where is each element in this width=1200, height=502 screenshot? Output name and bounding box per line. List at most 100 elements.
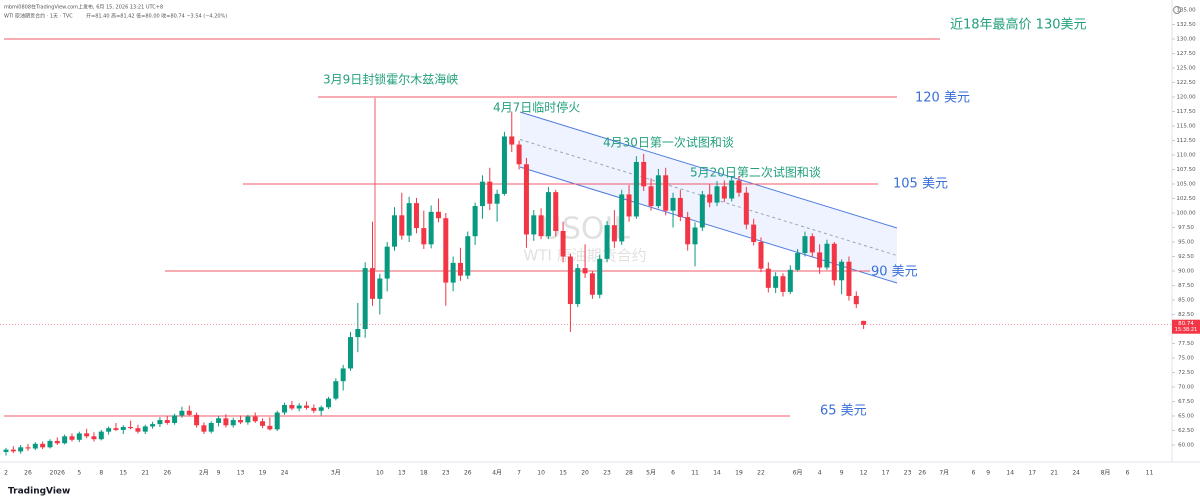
candle-body — [707, 194, 713, 203]
candle-body — [304, 405, 310, 408]
candle-body — [553, 192, 559, 231]
y-tick-label: 102.50 — [1176, 196, 1196, 202]
candle-body — [809, 236, 815, 253]
level-label: 105 美元 — [893, 177, 948, 192]
candle-body — [509, 136, 515, 145]
y-tick-label: 122.50 — [1176, 80, 1196, 86]
candle-body — [582, 268, 588, 274]
candle-body — [377, 278, 383, 299]
y-tick-label: 90.00 — [1178, 269, 1194, 275]
candle-body — [802, 236, 808, 254]
x-tick-label: 18 — [420, 470, 428, 477]
level-label: 近18年最高价 130美元 — [950, 17, 1087, 33]
candle-body — [531, 215, 537, 235]
x-tick-label: 6 — [972, 470, 976, 477]
candle-body — [824, 243, 830, 268]
candle-body — [150, 424, 156, 427]
level-label: 65 美元 — [820, 404, 867, 419]
x-tick-label: 17 — [1028, 470, 1036, 477]
x-tick-label: 9 — [840, 470, 844, 477]
candle-body — [135, 428, 141, 432]
candle-body — [25, 447, 31, 449]
x-tick-label: 26 — [464, 470, 472, 477]
x-tick-label: 11 — [691, 470, 699, 477]
candle-body — [384, 246, 390, 279]
candle-body — [10, 449, 16, 452]
published-note: mbmi0808在TradingView.com上发布, 6月 15, 2026… — [4, 4, 163, 11]
x-tick-label: 12 — [860, 470, 868, 477]
candle-body — [795, 253, 801, 270]
candle-body — [106, 428, 112, 432]
candle-body — [501, 136, 507, 194]
y-tick-label: 72.50 — [1178, 370, 1194, 376]
x-tick-label: 13 — [398, 470, 406, 477]
candle-body — [32, 443, 38, 449]
y-tick-label: 135.00 — [1176, 8, 1196, 14]
candle-body — [318, 407, 324, 411]
x-tick-label: 23 — [904, 470, 912, 477]
x-tick-label: 2026 — [50, 470, 65, 477]
y-tick-label: 100.00 — [1176, 211, 1196, 217]
y-tick-label: 115.00 — [1176, 124, 1196, 130]
y-tick-label: 95.00 — [1178, 240, 1194, 246]
x-tick-label: 11 — [1146, 470, 1154, 477]
candle-body — [817, 252, 823, 268]
x-tick-label: 26 — [24, 470, 32, 477]
candle-body — [164, 420, 170, 423]
candle-body — [663, 175, 669, 211]
candle-body — [282, 404, 288, 413]
y-tick-label: 125.00 — [1176, 66, 1196, 72]
candle-body — [575, 268, 581, 305]
y-tick-label: 117.50 — [1176, 109, 1196, 115]
candle-body — [633, 161, 639, 217]
level-label: 90 美元 — [871, 265, 918, 280]
candle-body — [604, 225, 610, 259]
y-tick-label: 132.50 — [1176, 22, 1196, 28]
candle-body — [245, 416, 251, 423]
candle-body — [443, 218, 449, 283]
x-tick-label: 2 — [4, 470, 8, 477]
y-tick-label: 62.50 — [1178, 428, 1194, 434]
candle-body — [765, 268, 771, 288]
candle-body — [391, 215, 397, 247]
x-tick-label: 10 — [537, 470, 545, 477]
x-tick-label: 14 — [713, 470, 721, 477]
candle-body — [450, 262, 456, 283]
candle-body — [729, 180, 735, 199]
x-tick-label: 2月 — [199, 470, 209, 477]
candle-body — [18, 447, 24, 452]
x-tick-label: 28 — [625, 470, 633, 477]
x-tick-label: 6 — [671, 470, 675, 477]
event-annotation: 5月20日第二次试图和谈 — [690, 165, 821, 180]
y-tick-label: 87.50 — [1178, 283, 1194, 289]
candle-body — [47, 440, 53, 448]
candle-body — [311, 407, 317, 411]
last-price-tag — [1172, 319, 1200, 334]
last-price-label: 80.74 — [1178, 321, 1194, 327]
candle-body — [677, 197, 683, 218]
x-tick-label: 8 — [99, 470, 103, 477]
symbol-legend: WTI 原油期货合约 · 1天 · TVC — [4, 13, 73, 20]
x-tick-label: 15 — [119, 470, 127, 477]
y-tick-label: 110.00 — [1176, 153, 1196, 159]
candle-body — [853, 295, 859, 305]
candle-body — [326, 398, 332, 408]
x-tick-label: 15 — [559, 470, 567, 477]
x-tick-label: 3月 — [331, 470, 341, 477]
candle-body — [186, 410, 192, 415]
candle-body — [252, 416, 258, 422]
candle-body — [861, 320, 867, 325]
x-tick-label: 24 — [281, 470, 289, 477]
x-tick-label: 5 — [77, 470, 81, 477]
y-tick-label: 77.50 — [1178, 341, 1194, 347]
candle-body — [721, 186, 727, 199]
candle-body — [472, 206, 478, 237]
candle-body — [120, 427, 126, 430]
y-tick-label: 97.50 — [1178, 225, 1194, 231]
event-annotation: 4月30日第一次试图和谈 — [603, 135, 734, 150]
candle-body — [208, 422, 214, 432]
x-tick-label: 24 — [1072, 470, 1080, 477]
candle-body — [545, 192, 551, 237]
